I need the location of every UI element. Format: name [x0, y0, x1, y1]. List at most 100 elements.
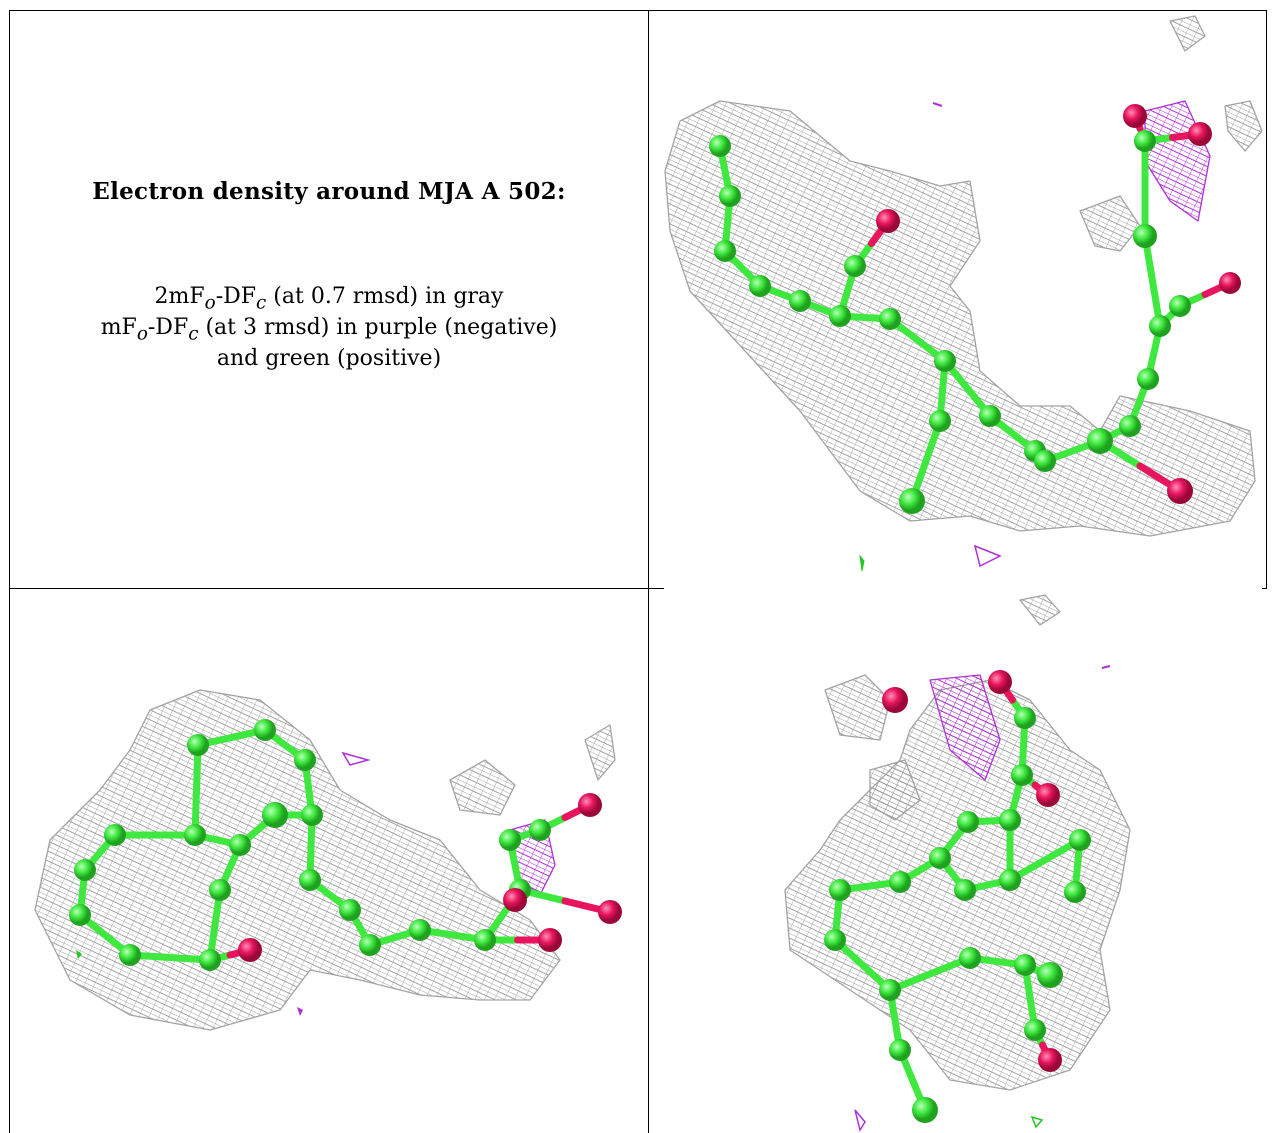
bond: [194, 726, 269, 749]
caption-subscript: o: [136, 323, 148, 345]
carbon-atom: [359, 934, 381, 956]
carbon-atom: [262, 802, 288, 828]
caption-text: (at 0.7 rmsd) in gray: [266, 284, 504, 309]
density-mesh-purple: [1101, 665, 1111, 669]
oxygen-atom: [1219, 272, 1241, 294]
oxygen-atom: [1036, 783, 1060, 807]
caption-text: 2mF: [154, 284, 205, 309]
oxygen-atom: [1038, 1048, 1062, 1072]
caption-subscript: c: [188, 323, 199, 345]
bond: [908, 417, 944, 505]
carbon-atom: [999, 869, 1021, 891]
carbon-atom: [1011, 764, 1033, 786]
carbon-atom: [299, 869, 321, 891]
carbon-atom: [229, 834, 251, 856]
carbon-atom: [929, 410, 951, 432]
molecule-view-svg: [784, 594, 1131, 1132]
caption-text: (at 3 rmsd) in purple (negative): [198, 315, 558, 340]
carbon-atom: [889, 1039, 911, 1061]
view-bottom-left: [10, 590, 647, 1133]
carbon-atom: [1014, 954, 1036, 976]
carbon-atom: [184, 824, 206, 846]
density-mesh-gray: [824, 674, 891, 741]
bond: [191, 741, 202, 839]
bond: [1006, 836, 1084, 884]
density-mesh-gray: [1169, 15, 1206, 52]
bond: [1141, 232, 1164, 330]
carbon-atom: [934, 350, 956, 372]
carbon-atom: [199, 949, 221, 971]
carbon-atom: [1134, 130, 1156, 152]
caption-subscript: o: [204, 292, 216, 314]
carbon-atom: [1034, 450, 1056, 472]
density-mesh-purple: [973, 544, 1002, 568]
carbon-atom: [294, 749, 316, 771]
density-mesh-gray: [1079, 195, 1141, 252]
density-mesh-purple: [854, 1109, 866, 1132]
carbon-atom: [824, 929, 846, 951]
density-mesh-gray: [584, 724, 616, 781]
table-right-border: [1266, 10, 1267, 588]
caption-text: -DF: [147, 315, 189, 340]
table-row-divider-left: [9, 588, 664, 589]
density-mesh-gray: [664, 100, 1256, 537]
oxygen-atom: [238, 938, 262, 962]
carbon-atom: [879, 308, 901, 330]
carbon-atom: [954, 879, 976, 901]
oxygen-atom: [538, 928, 562, 952]
carbon-atom: [789, 290, 811, 312]
carbon-atom: [979, 405, 1001, 427]
table-top-border: [9, 10, 1267, 11]
carbon-atom: [899, 488, 925, 514]
carbon-atom: [1037, 962, 1063, 988]
carbon-atom: [254, 719, 276, 741]
density-mesh-green: [859, 554, 865, 572]
oxygen-atom: [988, 670, 1012, 694]
density-mesh-purple: [297, 1007, 303, 1016]
carbon-atom: [1149, 315, 1171, 337]
oxygen-atom: [578, 793, 602, 817]
carbon-atom: [1064, 881, 1086, 903]
density-mesh-green: [76, 950, 82, 959]
caption-cell: Electron density around MJA A 502: 2mFo-…: [9, 10, 649, 588]
carbon-atom: [912, 1097, 938, 1123]
bond: [126, 951, 214, 964]
caption-line-fofc: mFo-DFc (at 3 rmsd) in purple (negative): [9, 313, 649, 349]
density-mesh-gray: [1019, 594, 1061, 626]
carbon-atom: [409, 919, 431, 941]
bond: [941, 357, 994, 420]
carbon-atom: [69, 904, 91, 926]
density-mesh-purple: [929, 674, 1001, 781]
carbon-atom: [959, 947, 981, 969]
carbon-atom: [999, 809, 1021, 831]
carbon-atom: [1069, 829, 1091, 851]
carbon-atom: [187, 734, 209, 756]
carbon-atom: [709, 135, 731, 157]
table-middle-divider: [648, 10, 649, 1133]
carbon-atom: [749, 275, 771, 297]
carbon-atom: [1133, 224, 1157, 248]
carbon-atom: [829, 879, 851, 901]
carbon-atom: [209, 879, 231, 901]
carbon-atom: [104, 824, 126, 846]
caption-line-2fofc: 2mFo-DFc (at 0.7 rmsd) in gray: [9, 282, 649, 318]
carbon-atom: [1024, 1019, 1046, 1041]
oxygen-atom: [598, 900, 622, 924]
carbon-atom: [499, 829, 521, 851]
density-mesh-gray: [34, 689, 561, 1031]
carbon-atom: [1119, 415, 1141, 437]
density-mesh-gray: [869, 759, 921, 821]
carbon-atom: [879, 979, 901, 1001]
carbon-atom: [889, 871, 911, 893]
carbon-atom: [529, 819, 551, 841]
oxygen-atom: [1123, 104, 1147, 128]
carbon-atom: [1169, 295, 1191, 317]
oxygen-atom: [503, 888, 527, 912]
oxygen-atom: [882, 687, 908, 713]
carbon-atom: [474, 929, 496, 951]
carbon-atom: [957, 811, 979, 833]
oxygen-atom: [1188, 122, 1212, 146]
carbon-atom: [929, 847, 951, 869]
carbon-atom: [339, 899, 361, 921]
density-mesh-green: [1030, 1115, 1044, 1129]
